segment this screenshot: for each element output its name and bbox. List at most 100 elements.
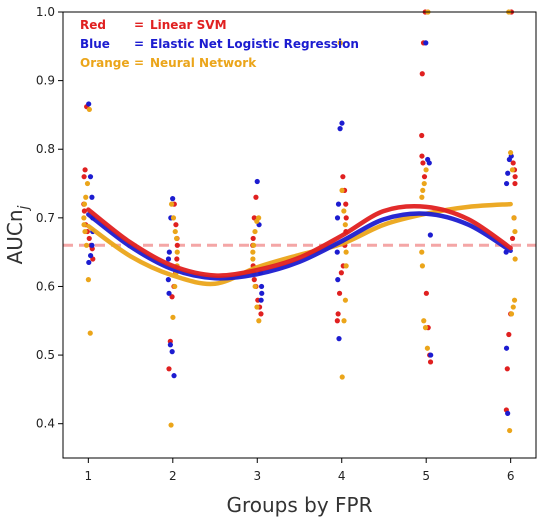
data-point <box>334 215 341 221</box>
axis-ticks-layer: 1 2 3 4 5 6 0.4 0.5 0.6 0.7 0.8 0.9 1.0 <box>36 5 515 483</box>
data-point <box>258 297 264 303</box>
data-point <box>174 249 180 255</box>
y-axis-title-main: AUCn <box>3 209 27 264</box>
data-point <box>81 215 87 221</box>
data-point <box>423 40 429 46</box>
data-point <box>511 297 518 303</box>
data-point <box>82 167 88 173</box>
data-point <box>254 178 260 185</box>
data-point <box>339 374 345 380</box>
data-point <box>87 174 94 180</box>
legend-color-word: Orange <box>80 56 130 70</box>
data-point <box>343 215 349 221</box>
data-point <box>504 366 510 372</box>
x-tick-label: 5 <box>422 469 430 483</box>
y-axis-title-subscript: j <box>16 205 32 211</box>
y-tick-label: 0.9 <box>36 74 55 88</box>
data-point <box>511 215 517 221</box>
data-point <box>507 150 514 156</box>
data-point <box>343 249 349 255</box>
data-point <box>340 174 346 180</box>
y-tick-label: 0.6 <box>36 279 55 293</box>
data-point <box>85 277 91 283</box>
data-point <box>87 330 93 336</box>
legend-label: Linear SVM <box>150 18 227 32</box>
data-point <box>254 304 260 310</box>
data-point <box>170 314 176 320</box>
data-point <box>419 194 425 200</box>
data-point <box>341 318 347 324</box>
data-point <box>337 40 343 46</box>
data-point <box>250 249 256 255</box>
y-tick-label: 0.5 <box>36 348 55 362</box>
data-point <box>507 427 513 434</box>
data-point <box>81 174 87 180</box>
data-point <box>343 201 349 207</box>
data-point <box>335 311 341 317</box>
data-point <box>512 256 518 262</box>
data-point <box>334 318 340 324</box>
data-point <box>419 153 425 159</box>
data-point <box>427 232 433 238</box>
data-point <box>338 270 344 276</box>
data-point <box>335 277 341 283</box>
data-point <box>342 222 348 228</box>
data-point <box>427 359 434 365</box>
data-point <box>419 263 426 269</box>
data-point <box>505 410 511 416</box>
data-point <box>512 174 518 180</box>
data-point <box>422 325 429 331</box>
data-point <box>336 290 343 296</box>
data-point <box>509 235 516 242</box>
data-point <box>168 201 175 207</box>
y-axis-title: AUCnj <box>3 205 32 264</box>
data-point <box>166 290 172 296</box>
trend-curve <box>86 204 513 278</box>
data-point <box>419 132 425 139</box>
data-point <box>335 201 342 207</box>
trend-curve <box>86 211 513 281</box>
data-point <box>339 187 345 193</box>
data-point <box>259 290 265 296</box>
data-point <box>509 167 516 173</box>
data-point <box>421 174 428 180</box>
data-point <box>170 215 177 221</box>
data-point <box>420 160 426 166</box>
data-point <box>88 252 94 259</box>
data-point <box>250 242 257 248</box>
data-point <box>165 277 171 283</box>
data-point <box>258 311 264 317</box>
x-tick-label: 3 <box>253 469 261 483</box>
data-point <box>512 228 518 235</box>
data-point <box>169 349 175 355</box>
legend-equals: = <box>134 18 144 32</box>
data-point <box>84 180 91 187</box>
data-point <box>343 263 349 269</box>
y-tick-label: 0.8 <box>36 142 55 156</box>
data-point <box>505 170 511 176</box>
data-point <box>423 290 429 296</box>
data-point <box>506 156 512 163</box>
data-point <box>86 259 92 266</box>
legend-equals: = <box>134 56 144 70</box>
data-point <box>421 318 427 324</box>
data-point <box>86 101 92 107</box>
data-point <box>503 345 510 351</box>
data-point <box>423 167 429 173</box>
x-axis-title: Groups by FPR <box>226 493 372 517</box>
data-point <box>510 304 516 310</box>
data-point <box>170 196 176 202</box>
data-point <box>506 331 512 338</box>
data-point <box>81 201 88 207</box>
legend-label: Neural Network <box>150 56 257 70</box>
data-point <box>89 194 95 200</box>
data-point <box>250 235 256 242</box>
y-tick-label: 0.7 <box>36 211 55 225</box>
data-point <box>508 311 515 317</box>
legend-label: Elastic Net Logistic Regression <box>150 37 359 51</box>
data-point <box>251 277 257 283</box>
x-tick-label: 2 <box>169 469 177 483</box>
x-tick-label: 1 <box>85 469 93 483</box>
data-point <box>419 249 425 255</box>
data-point <box>166 366 172 372</box>
